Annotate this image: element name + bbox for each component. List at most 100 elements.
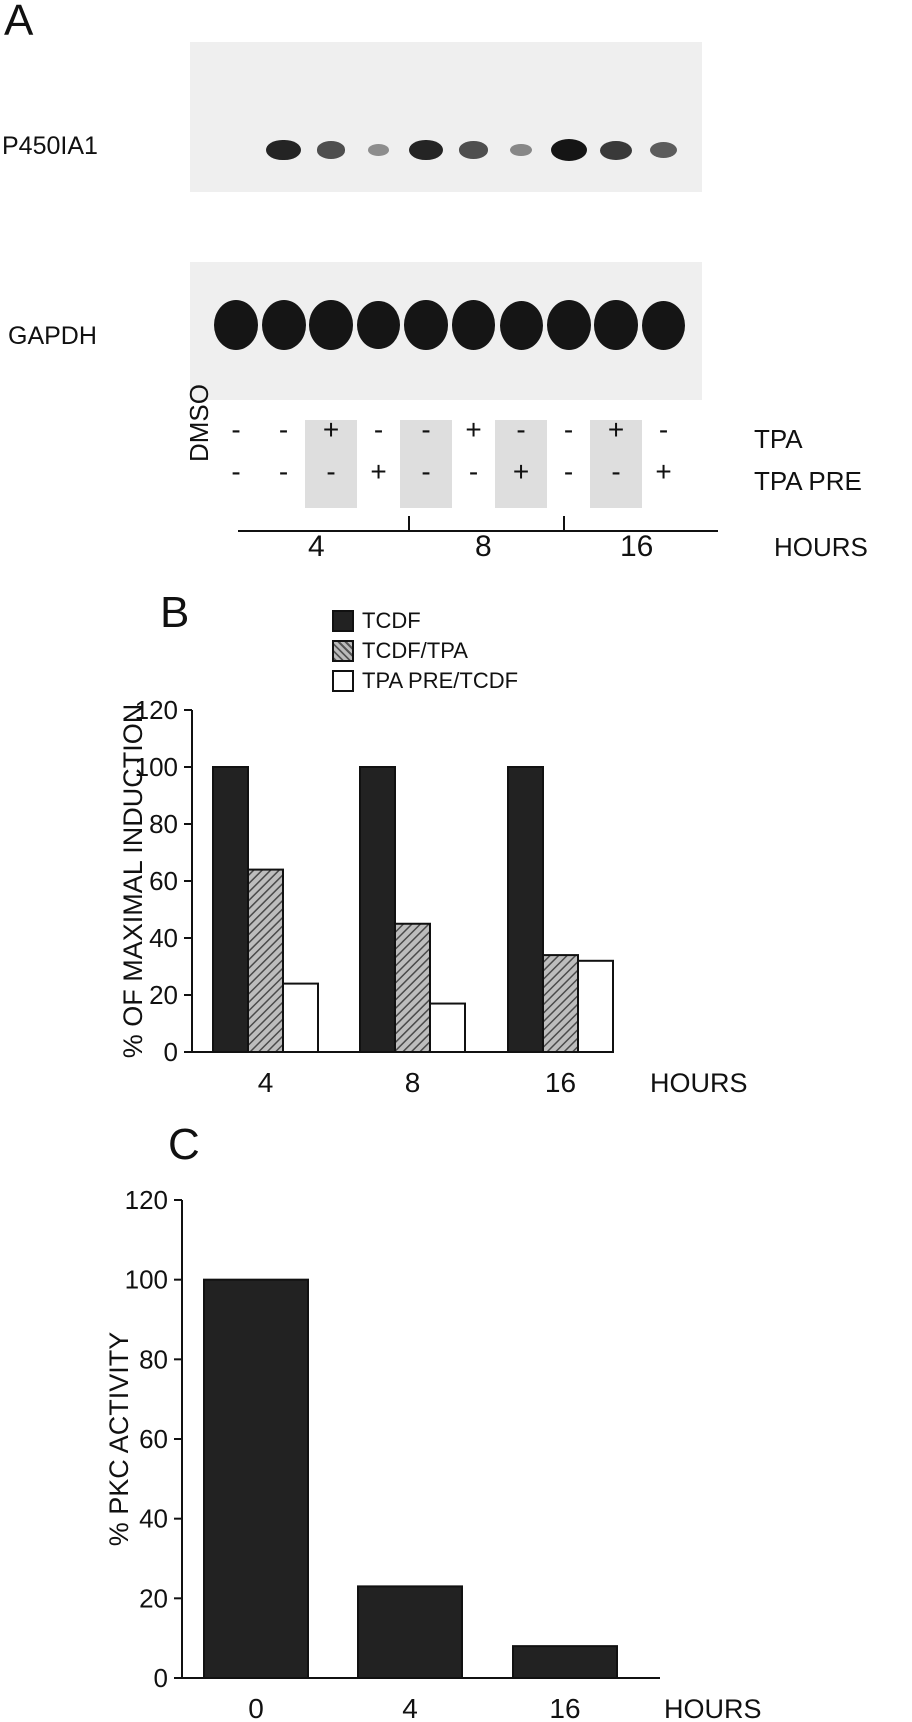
bar-tcdf-tpa-8 xyxy=(394,922,431,1053)
tpa-sign: - xyxy=(516,414,526,445)
bar-pkc-4 xyxy=(357,1585,463,1679)
gapdh-band xyxy=(499,300,543,350)
bar-tcdf-8 xyxy=(359,766,396,1053)
gapdh-band xyxy=(594,300,638,350)
tpa-pre-sign: - xyxy=(563,456,574,487)
tpa-sign: + xyxy=(607,414,625,445)
legend-swatch-tpa-pre-tcdf xyxy=(332,670,354,692)
gapdh-band xyxy=(404,300,448,350)
y-tick-label: 20 xyxy=(149,980,178,1010)
x-tick-label: 4 xyxy=(258,1067,274,1098)
lane-group-bracket xyxy=(238,530,718,532)
panel-c-label: C xyxy=(168,1120,200,1169)
bar-tpa-pre-tcdf-8 xyxy=(429,1002,466,1053)
y-tick-label: 120 xyxy=(135,695,178,725)
gapdh-band xyxy=(451,300,496,350)
p450ia1-band xyxy=(408,139,444,161)
lane-shade xyxy=(305,420,357,508)
tpa-sign: + xyxy=(465,414,482,445)
y-tick-label: 40 xyxy=(139,1504,168,1534)
tpa-sign: - xyxy=(563,414,574,445)
x-axis-title: HOURS xyxy=(650,1068,748,1098)
lane-shade xyxy=(400,420,452,508)
tpa-row-label: TPA xyxy=(754,424,803,454)
tpa-pre-sign: - xyxy=(231,456,241,487)
legend-text-tpa-pre-tcdf: TPA PRE/TCDF xyxy=(362,668,519,693)
legend-text-tcdf-tpa: TCDF/TPA xyxy=(362,638,468,663)
y-tick-label: 80 xyxy=(139,1344,168,1374)
bar-tcdf-tpa-16 xyxy=(542,954,579,1054)
tpa-sign: - xyxy=(231,414,241,445)
dmso-label: DMSO xyxy=(184,384,214,462)
tpa-sign: - xyxy=(658,414,669,445)
p450ia1-band xyxy=(316,141,346,159)
tpa-sign: + xyxy=(322,414,340,445)
y-tick-label: 100 xyxy=(135,752,178,782)
legend-tpa-pre-tcdf: TPA PRE/TCDF xyxy=(332,668,518,694)
gapdh-band xyxy=(214,300,258,350)
bar-tcdf-4 xyxy=(212,766,249,1053)
time-label-16: 16 xyxy=(620,530,654,563)
gapdh-band xyxy=(261,300,306,350)
bracket-divider-2 xyxy=(563,516,565,532)
y-tick-label: 60 xyxy=(139,1424,168,1454)
chart-c: 0 20 40 60 80 100 120 % PKC ACTIVITY 0 4 16 HOURS xyxy=(104,1185,762,1722)
chart-b: 0 20 40 60 80 100 120% OF MAXIMAL INDUCTION 4 8 1… xyxy=(118,695,748,1098)
bracket-divider-1 xyxy=(408,516,410,532)
tpa-pre-sign: - xyxy=(326,456,336,487)
tpa-sign: - xyxy=(278,414,289,445)
legend-swatch-tcdf xyxy=(332,610,354,632)
y-tick-label: 60 xyxy=(149,866,178,896)
panel-a-label: A xyxy=(4,0,34,45)
p450ia1-band xyxy=(600,140,632,160)
y-tick-label: 120 xyxy=(125,1185,168,1215)
p450ia1-blot xyxy=(190,42,702,192)
x-axis-title: HOURS xyxy=(664,1694,762,1722)
tpa-pre-sign: + xyxy=(370,456,387,487)
y-tick-label: 40 xyxy=(149,923,178,953)
lane-shade xyxy=(495,420,547,508)
gapdh-band xyxy=(546,300,591,350)
legend-tcdf-tpa: TCDF/TPA xyxy=(332,638,468,664)
p450ia1-band xyxy=(510,143,532,157)
tpa-pre-sign: - xyxy=(278,456,289,487)
tpa-pre-sign: + xyxy=(655,456,672,487)
bar-pkc-0 xyxy=(203,1278,309,1680)
gapdh-band xyxy=(309,300,353,350)
gapdh-band xyxy=(642,300,685,350)
p450ia1-band xyxy=(550,139,587,161)
legend-tcdf: TCDF xyxy=(332,608,421,634)
lane-shade xyxy=(590,420,642,508)
legend-swatch-tcdf-tpa xyxy=(332,640,354,662)
tpa-sign: - xyxy=(421,414,431,445)
y-tick-label: 0 xyxy=(164,1037,178,1067)
tpa-pre-sign: - xyxy=(611,456,621,487)
time-label-8: 8 xyxy=(475,530,492,563)
gapdh-band xyxy=(357,300,400,350)
tpa-sign: - xyxy=(373,414,384,445)
x-tick-label: 4 xyxy=(402,1693,418,1722)
y-tick-label: 100 xyxy=(125,1265,168,1295)
bar-tcdf-tpa-4 xyxy=(247,868,284,1053)
tpa-pre-sign: + xyxy=(512,456,530,487)
bar-tpa-pre-tcdf-16 xyxy=(577,959,614,1053)
p450ia1-band xyxy=(650,142,677,158)
bar-tcdf-16 xyxy=(507,766,544,1053)
x-tick-label: 8 xyxy=(405,1067,421,1098)
tpa-pre-sign: - xyxy=(468,456,479,487)
p450ia1-band xyxy=(266,139,301,161)
panel-b-label: B xyxy=(160,588,190,637)
y-axis-title: % PKC ACTIVITY xyxy=(104,1332,134,1547)
x-tick-label: 16 xyxy=(545,1067,576,1098)
p450ia1-band xyxy=(368,144,389,156)
y-tick-label: 20 xyxy=(139,1583,168,1613)
y-axis-title: % OF MAXIMAL INDUCTION xyxy=(118,704,148,1059)
bar-tpa-pre-tcdf-4 xyxy=(282,982,319,1054)
x-tick-label: 16 xyxy=(549,1693,580,1722)
y-tick-label: 80 xyxy=(149,809,178,839)
bar-pkc-16 xyxy=(512,1645,618,1679)
x-tick-label: 0 xyxy=(248,1693,264,1722)
p450ia1-label: P450IA1 xyxy=(2,132,98,160)
gapdh-label: GAPDH xyxy=(8,322,97,350)
time-label-4: 4 xyxy=(308,530,325,563)
